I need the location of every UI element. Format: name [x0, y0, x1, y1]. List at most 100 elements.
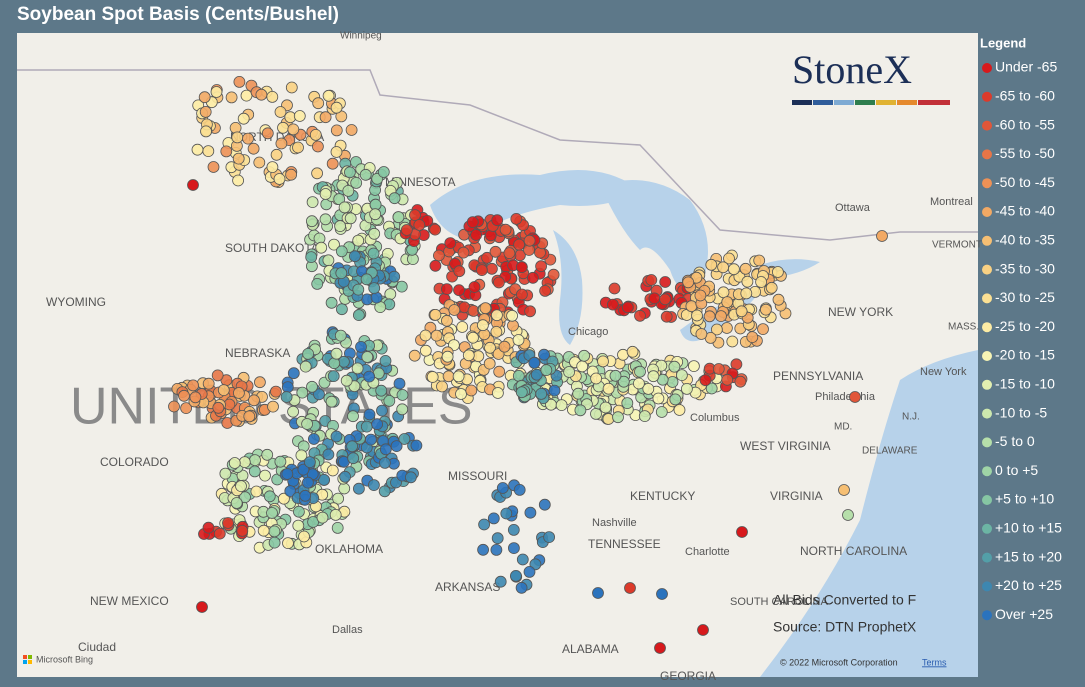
bid-dot [312, 97, 325, 110]
bid-dot [543, 531, 555, 543]
bid-dot [392, 211, 405, 224]
bid-dot [527, 271, 539, 284]
bid-dot [734, 375, 747, 388]
bid-dot [307, 433, 320, 445]
map-label: Charlotte [685, 546, 730, 558]
bid-dot [478, 518, 491, 531]
bid-dot [352, 482, 365, 495]
bid-dot [462, 349, 475, 362]
bid-dot [293, 110, 306, 122]
bid-dot [274, 455, 287, 468]
bid-dot [393, 377, 406, 390]
bid-dot [483, 357, 496, 370]
map-label: ALABAMA [562, 642, 619, 656]
bid-dot [499, 223, 512, 236]
map-label: NORTH CAROLINA [800, 544, 907, 558]
bid-dot [237, 112, 250, 125]
bid-dot [180, 402, 193, 415]
bid-dot [178, 389, 190, 402]
bing-icon [23, 655, 27, 659]
bid-dot [247, 142, 260, 155]
note: Source: DTN ProphetX [773, 619, 917, 635]
bid-dot [363, 370, 376, 383]
bid-dot [409, 209, 421, 222]
bid-dot [297, 463, 310, 476]
bid-dot [352, 234, 365, 247]
bid-dot [232, 387, 245, 399]
bid-dot [436, 380, 448, 393]
bid-dot [261, 448, 274, 461]
legend-label: +20 to +25 [995, 577, 1062, 593]
bid-dot [681, 382, 693, 395]
bid-dot [429, 308, 442, 321]
bid-dot [273, 173, 286, 185]
bid-dot [563, 366, 575, 378]
bid-dot [379, 354, 392, 367]
bid-dot [592, 587, 604, 599]
bid-dot [659, 276, 672, 288]
legend-label: -10 to -5 [995, 404, 1047, 420]
bid-dot [699, 374, 712, 387]
bid-dot [599, 401, 612, 414]
bid-dot [507, 319, 519, 332]
bid-dot [490, 325, 503, 338]
bid-dot [540, 364, 553, 377]
bid-dot [268, 536, 281, 549]
bid-dot [233, 76, 246, 88]
bid-dot [319, 213, 332, 226]
bid-dot [259, 469, 271, 482]
bid-dot [363, 408, 376, 421]
bid-dot [578, 349, 590, 362]
map-label: Ottawa [835, 202, 871, 214]
bid-dot [379, 443, 392, 456]
bid-dot [378, 456, 391, 469]
bid-dot [535, 387, 548, 400]
bid-dot [705, 382, 718, 395]
bid-dot [455, 388, 467, 400]
bid-dot [319, 188, 332, 200]
bid-dot [305, 251, 318, 264]
terms-link[interactable]: Terms [922, 657, 947, 667]
bid-dot [299, 489, 312, 502]
bid-dot [513, 238, 525, 251]
bid-dot [342, 184, 355, 197]
bid-dot [383, 394, 396, 407]
bid-dot [491, 532, 504, 545]
bid-dot [512, 369, 525, 382]
bid-dot [398, 433, 411, 445]
bid-dot [350, 176, 363, 189]
bid-dot [715, 310, 727, 323]
bid-dot [189, 391, 202, 404]
legend-label: -35 to -30 [995, 260, 1055, 276]
bid-dot [426, 371, 439, 383]
bid-dot [842, 509, 854, 521]
bid-dot [220, 145, 233, 158]
bid-dot [496, 482, 509, 494]
bid-dot [230, 497, 243, 509]
bid-dot [330, 430, 343, 443]
logo-stripe [813, 100, 833, 105]
map-label: NEW YORK [828, 305, 893, 319]
bid-dot [210, 86, 223, 98]
legend-swatch [982, 523, 992, 534]
bid-dot [340, 374, 353, 387]
bid-dot [876, 230, 888, 242]
bid-dot [490, 544, 503, 556]
legend-label: -5 to 0 [995, 433, 1035, 449]
bid-dot [717, 261, 729, 274]
bid-dot [432, 249, 445, 262]
bid-dot [196, 601, 208, 613]
bid-dot [284, 485, 297, 498]
copyright: © 2022 Microsoft Corporation [780, 657, 898, 667]
legend-swatch [982, 351, 992, 361]
bid-dot [487, 512, 500, 525]
bid-dot [590, 407, 602, 420]
logo-stripe [834, 100, 854, 105]
bid-dot [430, 329, 443, 342]
bid-dot [481, 251, 494, 264]
bid-dot [682, 276, 695, 289]
bid-dot [309, 128, 322, 141]
bid-dot [479, 302, 492, 315]
bid-dot [368, 282, 381, 295]
